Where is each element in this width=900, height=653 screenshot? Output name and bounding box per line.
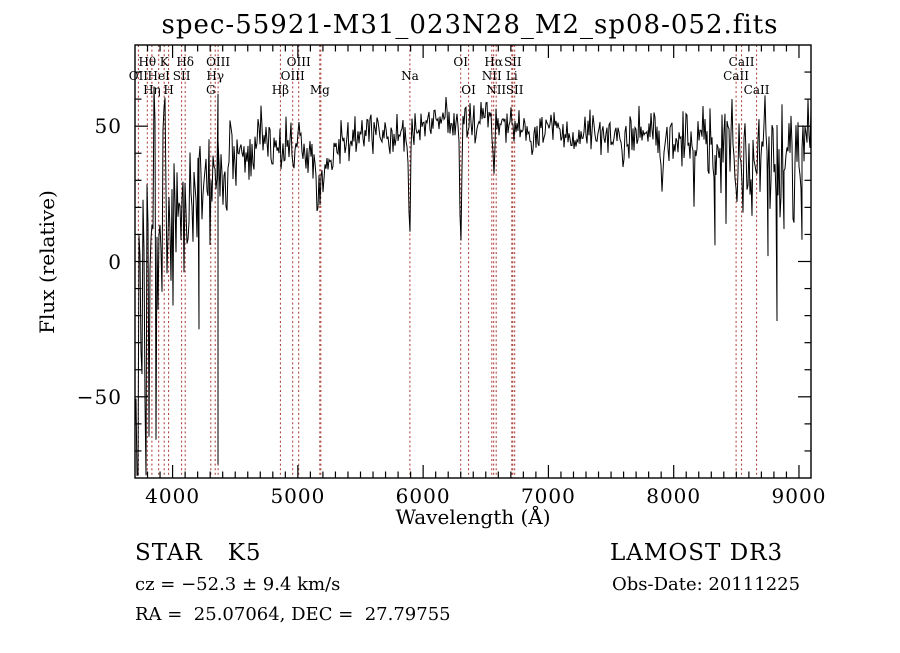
spectral-line-label: OIII — [280, 69, 305, 83]
survey-release-text: LAMOST DR3 — [610, 540, 784, 566]
spectral-line-label: Hδ — [176, 55, 195, 69]
spectral-line-label: OIII — [286, 55, 311, 69]
x-tick-label: 8000 — [646, 484, 702, 508]
spectral-line-label: H — [163, 83, 174, 97]
spectral-line-label: OI — [461, 83, 476, 97]
y-tick-label: 50 — [94, 114, 122, 139]
spectrum-trace — [134, 86, 812, 476]
spectral-line-label: NII — [481, 69, 502, 83]
x-tick-label: 4000 — [145, 484, 201, 508]
x-tick-label: 5000 — [270, 484, 326, 508]
spectral-line-label: NII — [486, 83, 507, 97]
spectral-line-label: Mg — [309, 83, 330, 97]
y-tick-label: −50 — [76, 384, 122, 409]
y-axis-label: Flux (relative) — [35, 190, 59, 334]
spectral-line-label: OIII — [206, 55, 231, 69]
classification-text: STAR K5 — [135, 540, 262, 566]
y-tick-label: 0 — [108, 249, 122, 274]
spectral-line-label: SII — [172, 69, 191, 83]
x-axis-label: Wavelength (Å) — [395, 505, 551, 529]
spectral-line-label: Hη — [143, 83, 161, 97]
spectral-line-label: Hα — [484, 55, 503, 69]
spectral-line-label: G — [206, 83, 216, 97]
plot-title: spec-55921-M31_023N28_M2_sp08-052.fits — [161, 10, 779, 40]
x-tick-label: 7000 — [520, 484, 576, 508]
spectral-line-label: CaII — [728, 55, 755, 69]
spectral-line-label: SII — [505, 83, 524, 97]
spectral-line-label: Hθ — [138, 55, 157, 69]
spectral-line-label: CaII — [723, 69, 750, 83]
radial-velocity-text: cz = −52.3 ± 9.4 km/s — [135, 574, 341, 595]
x-tick-label: 6000 — [395, 484, 451, 508]
spectral-line-label: Na — [401, 69, 419, 83]
spectral-line-label: Hβ — [271, 83, 290, 97]
spectral-line-label: OI — [453, 55, 468, 69]
spectral-line-label: K — [159, 55, 169, 69]
spectral-line-label: Hγ — [206, 69, 225, 83]
obs-date-text: Obs-Date: 20111225 — [612, 574, 801, 595]
spectral-line-label: CaII — [743, 83, 770, 97]
spectral-line-label: Li — [505, 69, 518, 83]
spectral-line-label: SII — [503, 55, 522, 69]
spectral-line-label: OII — [128, 69, 149, 83]
ra-dec-text: RA = 25.07064, DEC = 27.79755 — [135, 604, 451, 625]
spectral-line-label: HeI — [147, 69, 170, 83]
x-tick-label: 9000 — [771, 484, 827, 508]
